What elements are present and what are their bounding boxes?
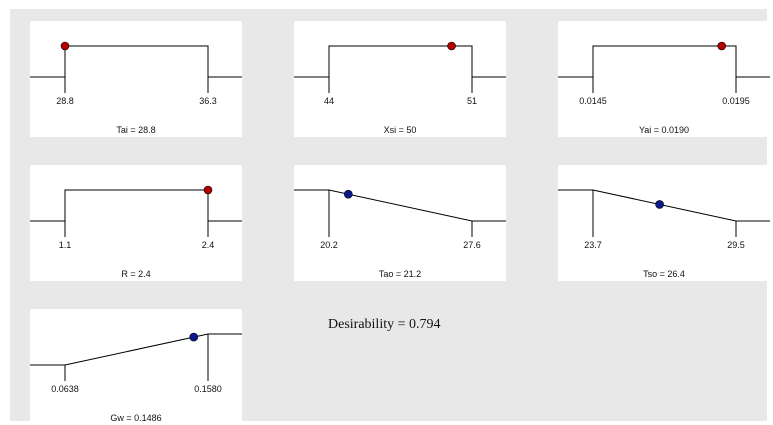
optimization-ramps-figure: 28.8 36.3 Tai = 28.8 44 51 Xsi = 50 0.0145 0.… [10,9,770,425]
ramp-panel-tai: 28.8 36.3 Tai = 28.8 [30,21,242,137]
variable-value-label: Gw = 0.1486 [110,413,161,423]
ramp-svg: 0.0145 0.0195 Yai = 0.0190 [558,41,770,135]
ramp-svg: 44 51 Xsi = 50 [294,41,506,135]
low-limit-label: 0.0145 [579,96,607,106]
ramp-svg: 23.7 29.5 Tso = 26.4 [558,189,770,279]
low-limit-label: 28.8 [56,96,74,106]
desirability-curve [558,189,770,222]
variable-value-label: Yai = 0.0190 [639,125,689,135]
optimum-point [655,200,664,209]
low-limit-label: 23.7 [584,240,602,250]
optimum-point [203,185,213,195]
desirability-curve [294,45,506,78]
high-limit-label: 36.3 [199,96,217,106]
desirability-curve [294,189,506,222]
optimum-point [717,41,726,51]
variable-value-label: Tao = 21.2 [379,269,421,279]
high-limit-label: 2.4 [202,240,215,250]
ramp-svg: 20.2 27.6 Tao = 21.2 [294,189,506,279]
desirability-value: Desirability = 0.794 [328,317,441,332]
ramp-panel-r: 1.1 2.4 R = 2.4 [30,165,242,281]
variable-value-label: R = 2.4 [121,269,150,279]
ramp-svg: 1.1 2.4 R = 2.4 [30,185,242,279]
optimum-point [189,332,199,342]
ramp-panel-gw: 0.0638 0.1580 Gw = 0.1486 [30,309,242,425]
high-limit-label: 27.6 [463,240,481,250]
high-limit-label: 0.0195 [722,96,750,106]
ramp-panel-yai: 0.0145 0.0195 Yai = 0.0190 [558,21,770,137]
high-limit-label: 51 [467,96,477,106]
ramp-svg: 0.0638 0.1580 Gw = 0.1486 [30,332,242,423]
optimum-point [60,41,70,51]
ramp-svg: 28.8 36.3 Tai = 28.8 [30,41,242,135]
ramp-panel-tao: 20.2 27.6 Tao = 21.2 [294,165,506,281]
optimum-point [344,189,353,199]
optimum-point [447,41,456,51]
ramp-panel-xsi: 44 51 Xsi = 50 [294,21,506,137]
variable-value-label: Tso = 26.4 [643,269,685,279]
desirability-curve [30,333,242,366]
high-limit-label: 0.1580 [194,384,222,394]
low-limit-label: 20.2 [320,240,338,250]
ramp-panel-tso: 23.7 29.5 Tso = 26.4 [558,165,770,281]
desirability-curve [30,45,242,78]
low-limit-label: 0.0638 [51,384,79,394]
desirability-curve [558,45,770,78]
desirability-curve [30,189,242,222]
low-limit-label: 44 [324,96,334,106]
low-limit-label: 1.1 [59,240,72,250]
variable-value-label: Tai = 28.8 [116,125,155,135]
variable-value-label: Xsi = 50 [384,125,417,135]
high-limit-label: 29.5 [727,240,745,250]
